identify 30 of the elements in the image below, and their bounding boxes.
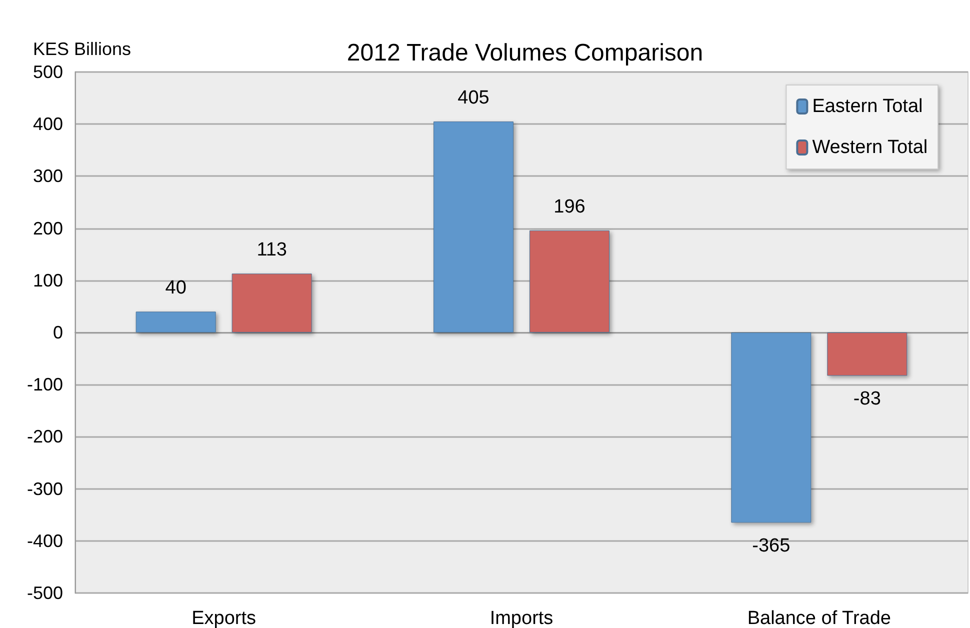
y-tick-label: -400 — [26, 530, 63, 551]
y-tick-label: 0 — [52, 322, 63, 342]
y-tick-label: 400 — [32, 114, 63, 134]
data-label: 113 — [256, 240, 287, 261]
bar — [530, 230, 610, 332]
data-label: 40 — [165, 278, 186, 299]
y-tick-label: 300 — [32, 166, 63, 186]
bar — [232, 274, 312, 332]
x-tick-label: Exports — [192, 608, 256, 628]
y-tick-label: -300 — [26, 478, 63, 499]
y-tick-label: -100 — [26, 374, 63, 395]
y-tick-label: 500 — [32, 62, 63, 82]
y-tick-label: -200 — [26, 426, 63, 447]
y-axis-title: KES Billions — [33, 39, 132, 59]
bar — [434, 121, 514, 332]
bar — [136, 312, 216, 332]
y-tick-label: -500 — [26, 583, 63, 603]
legend-label: Western Total — [812, 137, 928, 158]
data-label: 196 — [554, 196, 586, 218]
y-tick-label: 100 — [32, 270, 63, 290]
x-tick-label: Imports — [490, 608, 554, 628]
chart-title: 2012 Trade Volumes Comparison — [346, 40, 704, 66]
y-tick-label: 200 — [32, 218, 63, 238]
data-label: -83 — [853, 388, 881, 410]
x-tick-label: Balance of Trade — [747, 608, 891, 628]
data-label: -365 — [752, 536, 790, 557]
data-label: 405 — [458, 87, 490, 108]
bar — [731, 332, 812, 523]
bar — [827, 332, 908, 376]
legend-label: Eastern Total — [812, 96, 923, 117]
